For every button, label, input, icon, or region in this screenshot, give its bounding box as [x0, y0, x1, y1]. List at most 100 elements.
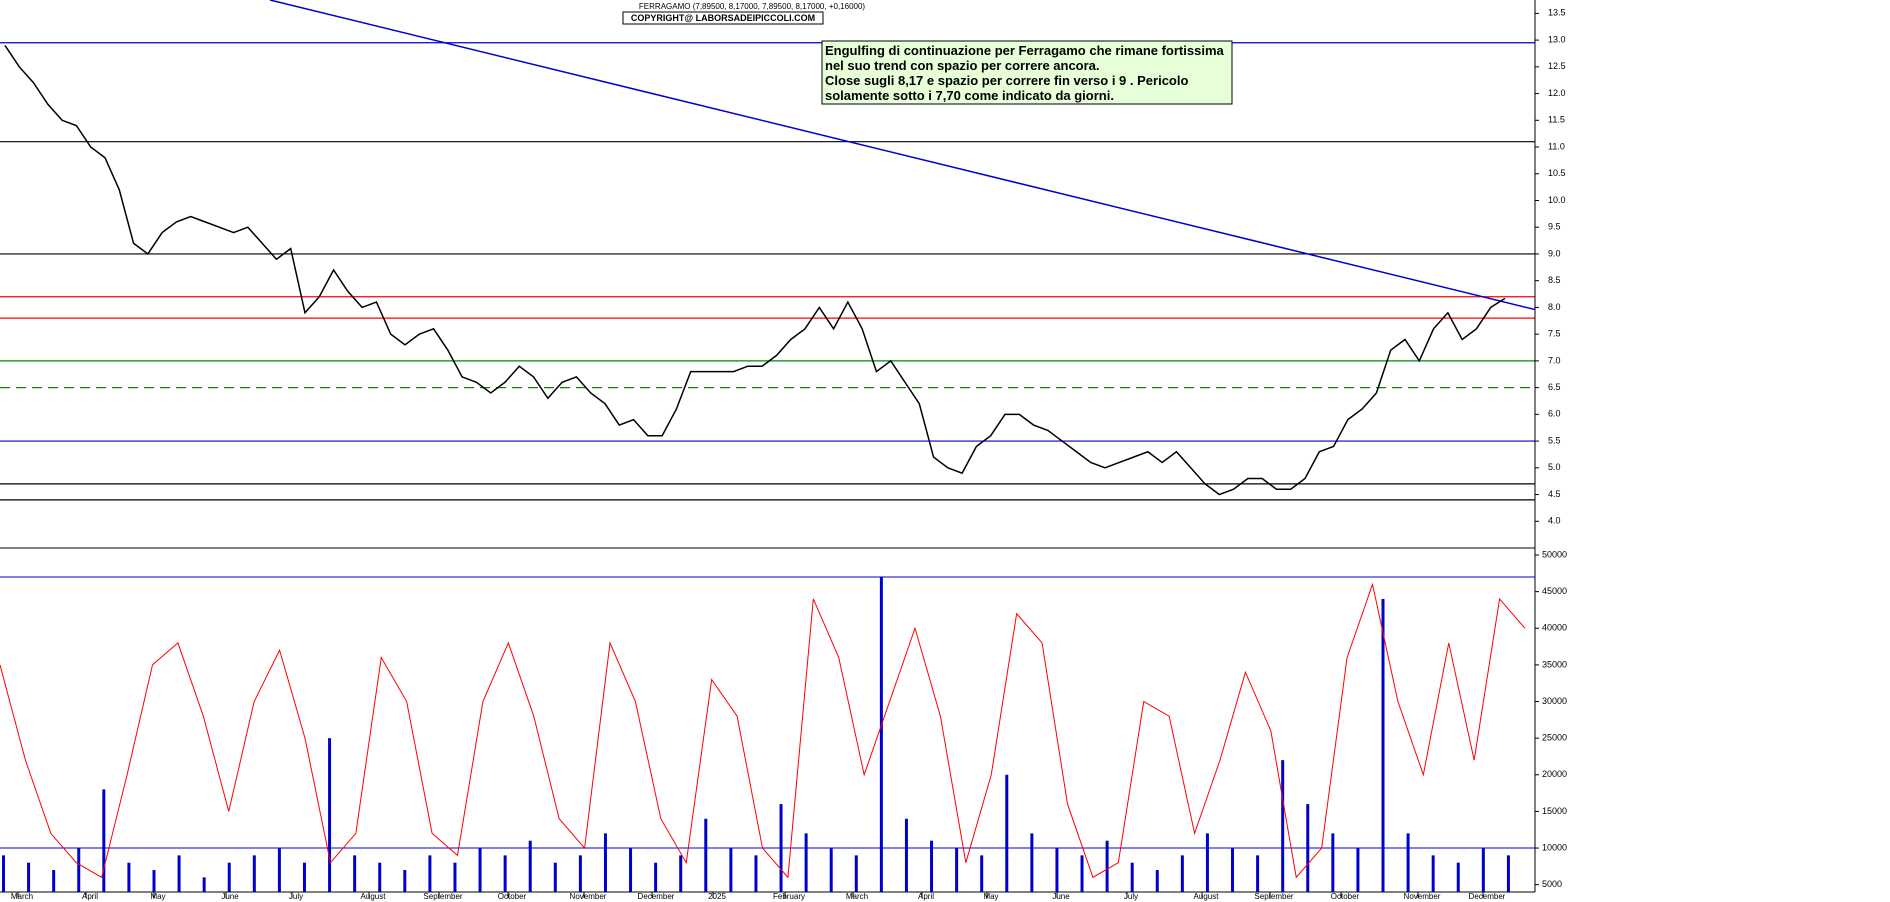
- x-tick-label: August: [1194, 892, 1220, 901]
- volume-bar: [27, 862, 31, 892]
- volume-bar: [503, 855, 507, 892]
- y-tick-label: 10.5: [1548, 168, 1566, 178]
- y-tick-label: 5.0: [1548, 462, 1561, 472]
- x-tick-label: July: [289, 892, 303, 901]
- volume-bar: [1130, 862, 1134, 892]
- x-tick-label: October: [498, 892, 527, 901]
- y-tick-label: 8.5: [1548, 275, 1561, 285]
- volume-bar: [904, 818, 908, 892]
- x-tick-label: May: [983, 892, 998, 901]
- volume-bar: [804, 833, 808, 892]
- y-tick-label: 9.5: [1548, 222, 1561, 232]
- annotation-line: Close sugli 8,17 e spazio per correre fi…: [825, 73, 1188, 88]
- annotation-box: [821, 40, 1233, 105]
- volume-bar: [202, 877, 206, 892]
- volume-bar: [403, 870, 407, 892]
- volume-bar: [729, 848, 733, 892]
- volume-bar: [1381, 598, 1385, 892]
- volume-bar: [1030, 833, 1034, 892]
- volume-bar: [277, 848, 281, 892]
- volume-bar: [102, 789, 106, 892]
- y-tick-label: 11.0: [1548, 141, 1565, 151]
- volume-bar: [854, 855, 858, 892]
- x-tick-label: November: [1404, 892, 1441, 901]
- y-tick-label: 4.5: [1548, 489, 1561, 499]
- volume-bar: [528, 840, 532, 892]
- y-tick-label: 8.0: [1548, 302, 1561, 312]
- volume-bar: [629, 848, 633, 892]
- volume-bar: [1506, 855, 1510, 892]
- volume-bar: [704, 818, 708, 892]
- volume-bar: [679, 855, 683, 892]
- volume-bar: [930, 840, 934, 892]
- volume-bar: [754, 855, 758, 892]
- volume-bar: [879, 576, 883, 892]
- x-tick-label: April: [918, 892, 934, 901]
- x-tick-label: December: [1469, 892, 1506, 901]
- x-tick-label: May: [150, 892, 165, 901]
- y2-tick-label: 20000: [1542, 769, 1567, 779]
- y-tick-label: 12.5: [1548, 61, 1566, 71]
- volume-bar: [1231, 848, 1235, 892]
- y-tick-label: 6.0: [1548, 409, 1561, 419]
- y2-tick-label: 35000: [1542, 659, 1567, 669]
- volume-bar: [578, 855, 582, 892]
- price-line: [4, 45, 1506, 496]
- trendline: [269, 0, 1536, 311]
- volume-bar: [955, 848, 959, 892]
- volume-bar: [152, 870, 156, 892]
- oscillator-line: [0, 582, 1526, 879]
- y2-tick-label: 45000: [1542, 586, 1567, 596]
- volume-bar: [428, 855, 432, 892]
- y-tick-label: 13.5: [1548, 8, 1566, 18]
- x-tick-label: November: [570, 892, 607, 901]
- y-tick-label: 11.5: [1548, 115, 1565, 125]
- volume-bar: [1205, 833, 1209, 892]
- volume-bar: [1306, 804, 1310, 892]
- volume-bar: [127, 862, 131, 892]
- y-tick-label: 12.0: [1548, 88, 1566, 98]
- volume-bar: [1481, 848, 1485, 892]
- y-tick-label: 7.5: [1548, 329, 1561, 339]
- volume-bar: [553, 862, 557, 892]
- volume-bar: [829, 848, 833, 892]
- annotation-line: nel suo trend con spazio per correre anc…: [825, 58, 1100, 73]
- x-tick-label: December: [638, 892, 675, 901]
- annotation-line: solamente sotto i 7,70 come indicato da …: [825, 88, 1114, 103]
- volume-bar: [779, 804, 783, 892]
- x-tick-label: April: [82, 892, 98, 901]
- x-tick-label: March: [11, 892, 33, 901]
- y-tick-label: 6.5: [1548, 382, 1561, 392]
- volume-bar: [1456, 862, 1460, 892]
- annotation: Engulfing di continuazione per Ferragamo…: [821, 40, 1233, 105]
- volume-bar: [1080, 855, 1084, 892]
- copyright-box: [622, 11, 824, 25]
- y2-tick-label: 40000: [1542, 623, 1567, 633]
- volume-bar: [302, 862, 306, 892]
- volume-bar: [227, 862, 231, 892]
- y-tick-label: 9.0: [1548, 248, 1561, 258]
- x-tick-label: October: [1331, 892, 1360, 901]
- y-tick-label: 13.0: [1548, 34, 1566, 44]
- volume-bar: [1331, 833, 1335, 892]
- y2-tick-label: 5000: [1542, 879, 1562, 889]
- volume-bar: [1055, 848, 1059, 892]
- x-tick-label: September: [1254, 892, 1293, 901]
- y2-tick-label: 15000: [1542, 806, 1567, 816]
- volume-bar: [654, 862, 658, 892]
- volume-bar: [52, 870, 56, 892]
- volume-bar: [328, 738, 332, 892]
- volume-bar: [980, 855, 984, 892]
- volume-bar: [1180, 855, 1184, 892]
- x-tick-label: March: [846, 892, 868, 901]
- volume-bar: [1155, 870, 1159, 892]
- x-tick-label: February: [773, 892, 805, 901]
- y2-tick-label: 50000: [1542, 549, 1567, 559]
- annotation-line: Engulfing di continuazione per Ferragamo…: [825, 43, 1225, 58]
- y-tick-label: 7.0: [1548, 355, 1561, 365]
- y2-tick-label: 25000: [1542, 733, 1567, 743]
- x-tick-label: June: [221, 892, 239, 901]
- volume-bar: [603, 833, 607, 892]
- x-tick-label: September: [423, 892, 462, 901]
